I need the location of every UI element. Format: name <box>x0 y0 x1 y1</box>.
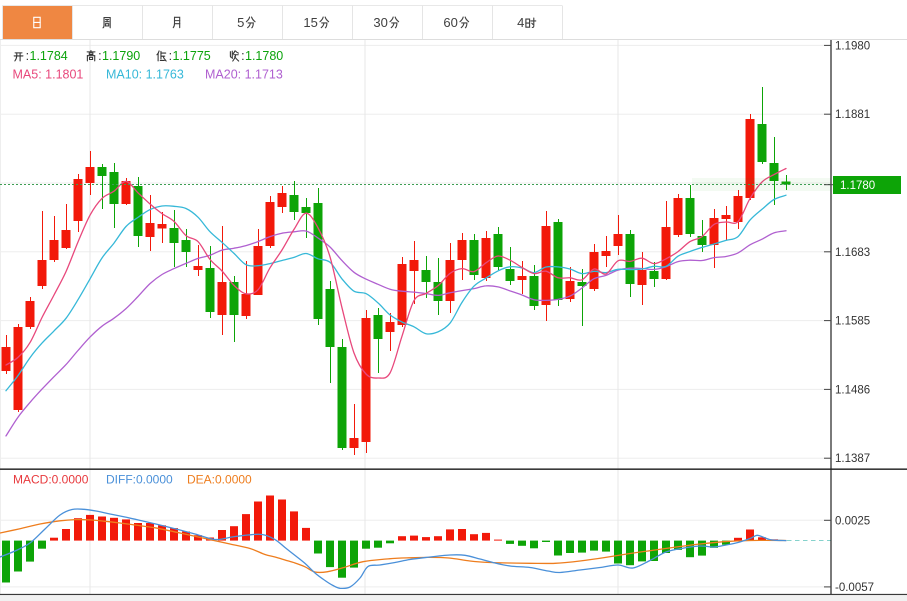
svg-text:1.1683: 1.1683 <box>835 247 870 259</box>
svg-text:1.1780: 1.1780 <box>840 180 875 192</box>
svg-text:MA20: 1.1713: MA20: 1.1713 <box>205 68 283 82</box>
svg-text:1.1780: 1.1780 <box>245 49 283 63</box>
svg-text::: : <box>241 49 244 63</box>
svg-text::: : <box>26 49 29 63</box>
svg-text:1.1387: 1.1387 <box>835 453 870 465</box>
svg-text:5: 5 <box>237 15 244 30</box>
svg-text:DIFF:0.0000: DIFF:0.0000 <box>106 473 173 487</box>
svg-text:1.1784: 1.1784 <box>30 49 68 63</box>
svg-text:0.0025: 0.0025 <box>835 515 870 527</box>
svg-text:60: 60 <box>443 15 457 30</box>
svg-text:4: 4 <box>517 15 524 30</box>
svg-text:1.1486: 1.1486 <box>835 384 870 396</box>
svg-text:1.1775: 1.1775 <box>173 49 211 63</box>
svg-text::: : <box>98 49 101 63</box>
svg-text:-0.0057: -0.0057 <box>835 582 874 594</box>
svg-text:MA5: 1.1801: MA5: 1.1801 <box>13 68 84 82</box>
svg-text:1.1980: 1.1980 <box>835 40 870 52</box>
svg-text::: : <box>169 49 172 63</box>
svg-text:1.1881: 1.1881 <box>835 109 870 121</box>
svg-text:15: 15 <box>303 15 317 30</box>
svg-text:30: 30 <box>373 15 387 30</box>
svg-text:MA10: 1.1763: MA10: 1.1763 <box>106 68 184 82</box>
svg-text:1.1585: 1.1585 <box>835 316 870 328</box>
svg-text:1.1790: 1.1790 <box>102 49 140 63</box>
svg-text:DEA:0.0000: DEA:0.0000 <box>187 473 252 487</box>
svg-text:MACD:0.0000: MACD:0.0000 <box>13 473 89 487</box>
